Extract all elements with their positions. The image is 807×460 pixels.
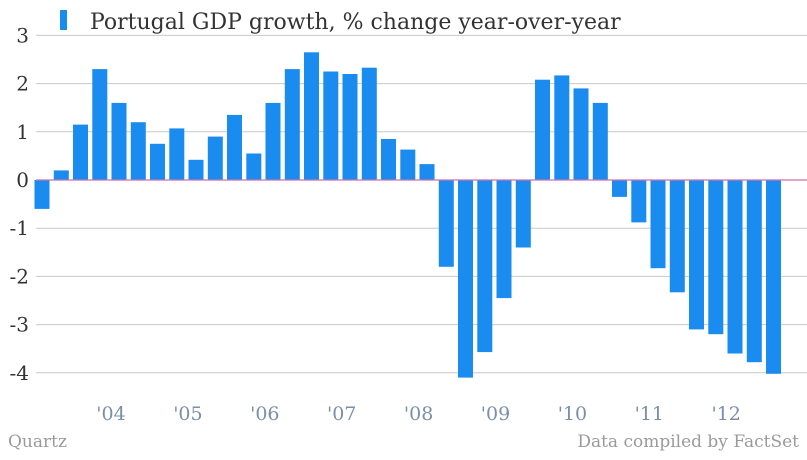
bar [419, 164, 435, 180]
bar [746, 180, 762, 363]
x-tick-label: '11 [635, 403, 664, 425]
bar [669, 180, 685, 293]
bar [150, 143, 165, 180]
bar [612, 180, 627, 197]
bar [169, 128, 185, 180]
y-tick-label: -4 [10, 361, 29, 385]
bar [361, 67, 377, 180]
bar [515, 180, 531, 248]
x-tick-label: '07 [327, 403, 356, 425]
x-axis-ticks: '04 '05 '06 '07 '08 '09 '10 '11 '12 [96, 403, 741, 425]
x-tick-label: '09 [481, 403, 510, 425]
y-axis-ticks: 3 2 1 0 -1 -2 -3 -4 [10, 23, 29, 384]
bar [227, 114, 242, 180]
legend-swatch [60, 10, 67, 30]
bar [111, 102, 127, 180]
x-tick-label: '05 [173, 403, 202, 425]
bar [323, 71, 339, 180]
bar [766, 180, 781, 374]
bar [73, 124, 88, 180]
x-tick-label: '08 [404, 403, 433, 425]
bar [708, 180, 724, 335]
bar [53, 170, 69, 180]
y-tick-label: 1 [16, 120, 29, 144]
bar [34, 180, 50, 209]
bar [554, 75, 570, 180]
y-tick-label: 0 [16, 168, 29, 192]
bar [650, 180, 666, 269]
bar [496, 180, 512, 299]
bar [188, 159, 204, 180]
legend-label: Portugal GDP growth, % change year-over-… [90, 10, 621, 35]
bar [92, 69, 108, 180]
bar [573, 88, 589, 180]
footer-source-left: Quartz [8, 432, 67, 452]
y-tick-label: 2 [16, 72, 29, 96]
gdp-bar-chart: 3 2 1 0 -1 -2 -3 -4 '04 '05 '06 '07 '08 '09 '10 '11 '12… [10, 10, 807, 425]
x-tick-label: '12 [711, 403, 740, 425]
footer-source-right: Data compiled by FactSet [577, 432, 799, 452]
bar [130, 122, 146, 180]
y-tick-label: -1 [10, 216, 29, 240]
bar [592, 102, 608, 180]
x-tick-label: '04 [96, 403, 125, 425]
legend: Portugal GDP growth, % change year-over-… [60, 10, 621, 35]
bar [246, 153, 262, 180]
bar [342, 74, 358, 180]
bar [265, 102, 281, 180]
bar [631, 180, 647, 223]
bar [727, 180, 743, 354]
grid-lines [36, 34, 807, 374]
bars [34, 52, 807, 378]
bar [535, 79, 550, 180]
x-tick-label: '10 [558, 403, 587, 425]
y-tick-label: -2 [10, 264, 29, 288]
bar [381, 139, 396, 180]
bar [304, 52, 319, 180]
bar [438, 180, 454, 267]
bar [207, 136, 223, 180]
bar [477, 180, 493, 353]
x-tick-label: '06 [250, 403, 279, 425]
bar [400, 149, 416, 180]
y-tick-label: 3 [16, 23, 29, 47]
bar [689, 180, 704, 330]
bar [458, 180, 473, 378]
bar [284, 69, 300, 180]
y-tick-label: -3 [10, 313, 29, 337]
